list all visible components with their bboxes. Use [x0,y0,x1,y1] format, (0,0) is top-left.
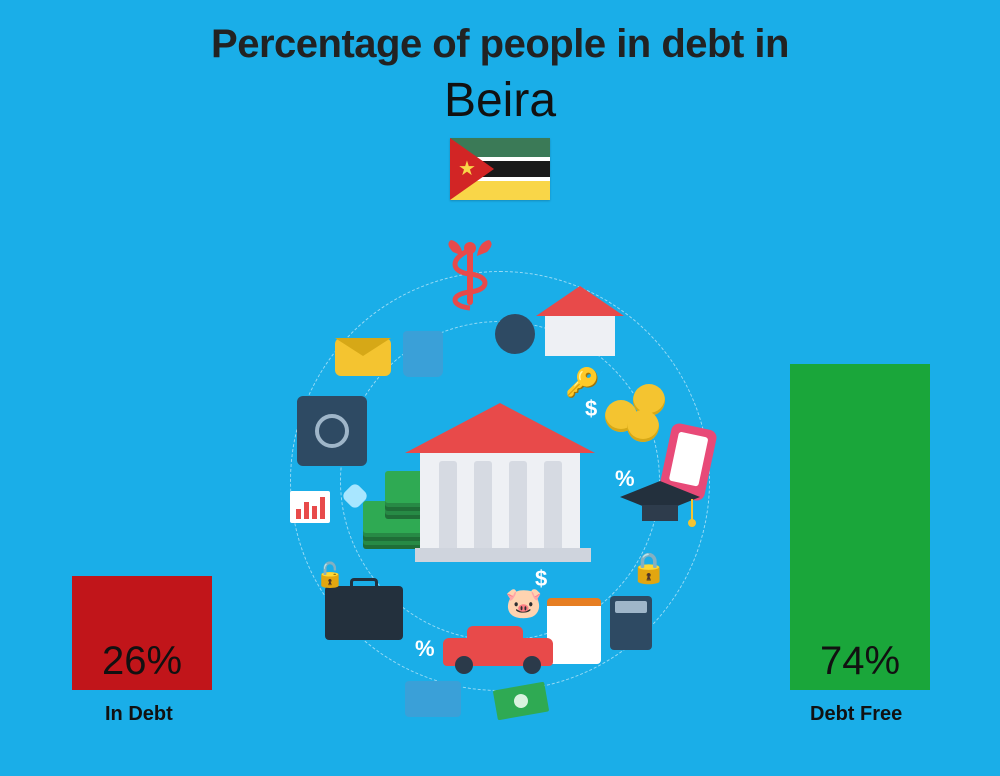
padlock-open-icon: 🔓 [315,561,345,590]
bar-value: 74% [820,639,900,690]
finance-illustration: 🔒 % 🐷 % $ $ 🔓 🔑 [285,266,715,696]
house-icon [540,286,620,356]
city-name: Beira [0,73,1000,128]
bank-icon [415,403,585,553]
shopping-bag-icon [403,331,443,377]
calculator-icon [495,314,535,354]
flag-star-icon: ★ [458,159,476,179]
debt-chart: 26% In Debt 74% Debt Free 🔒 % [0,246,1000,746]
bar-debt-free: 74% [790,364,930,690]
coins-icon [605,376,675,436]
briefcase-icon [325,586,403,640]
bar-in-debt: 26% [72,576,212,690]
page-title: Percentage of people in debt in [0,0,1000,67]
bar-label-in-debt: In Debt [105,703,173,726]
clipboard-icon [547,598,601,664]
caduceus-icon [445,240,495,325]
percent-icon: % [615,466,635,492]
bar-label-debt-free: Debt Free [810,703,902,726]
calculator-icon [610,596,652,650]
bar-value: 26% [102,639,182,690]
flag-icon: ★ [450,138,550,200]
key-icon: 🔑 [565,366,600,399]
credit-card-icon [405,681,461,717]
mini-chart-icon [290,491,330,523]
lock-icon: 🔒 [630,551,667,586]
envelope-icon [335,338,391,376]
car-icon [443,626,553,676]
percent-icon: % [415,636,435,662]
dollar-icon: $ [535,566,547,592]
safe-icon [297,396,367,466]
